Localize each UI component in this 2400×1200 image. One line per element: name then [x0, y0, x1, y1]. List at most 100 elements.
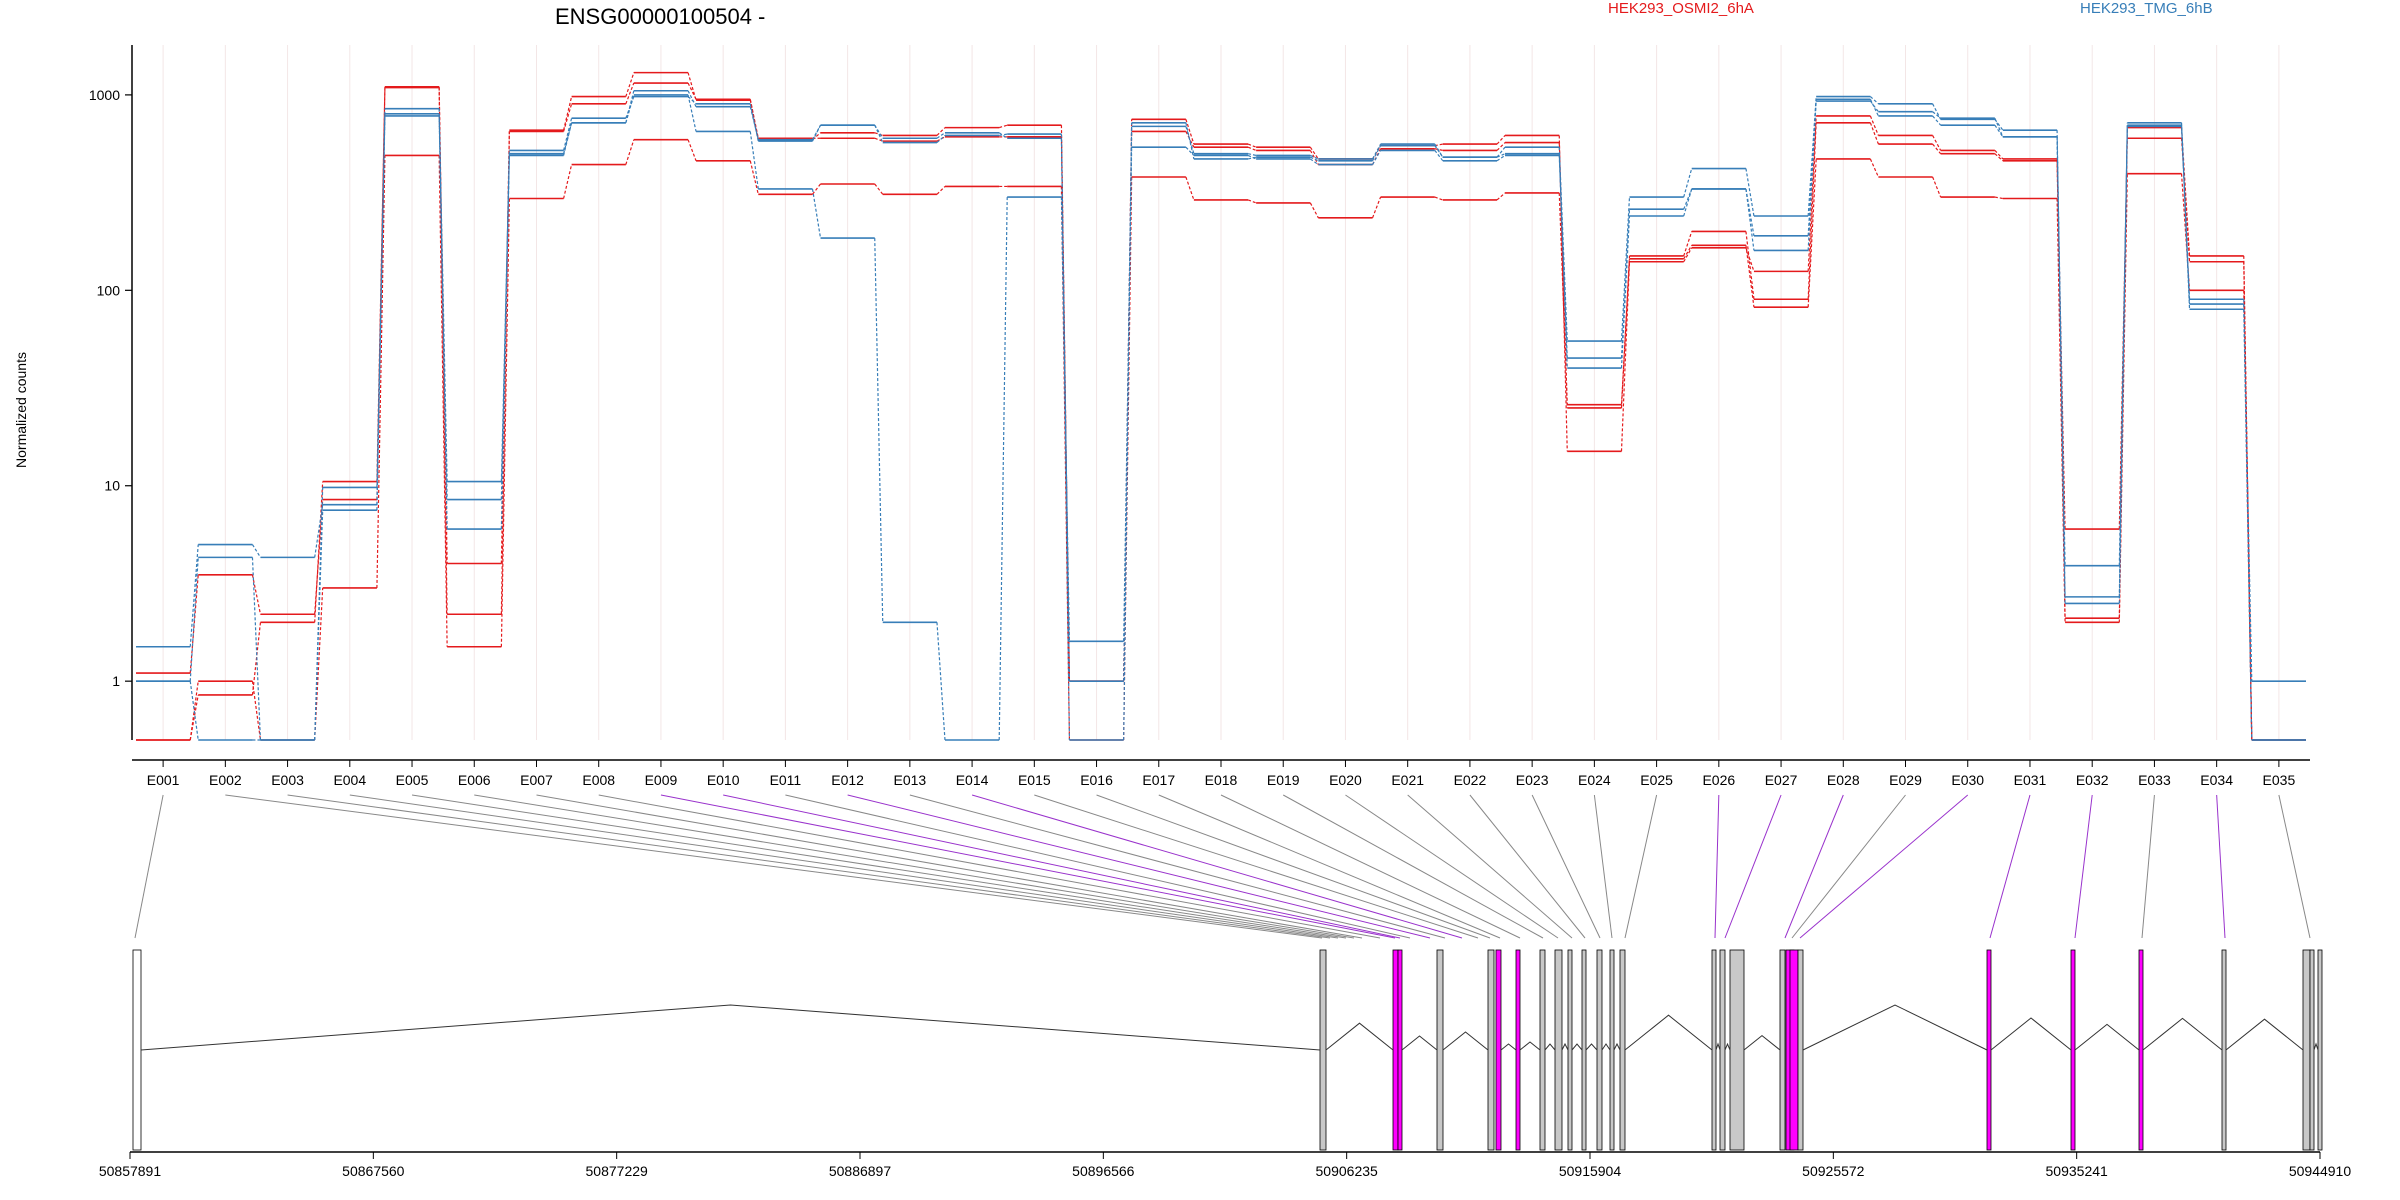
- gridlines: [162, 45, 2280, 740]
- series-connector: [563, 122, 573, 156]
- series-connector: [2180, 125, 2191, 310]
- series-connector: [1932, 103, 1942, 120]
- series-connector: [376, 155, 386, 588]
- series-connector: [251, 557, 262, 741]
- x-tick-label: E031: [2014, 772, 2047, 788]
- intron-line: [1601, 1043, 1611, 1051]
- series-connector: [1496, 135, 1506, 145]
- y-tick-label: 100: [97, 282, 121, 298]
- series-connector: [874, 124, 884, 143]
- exon-connector: [1714, 794, 1720, 939]
- exon-box: [1986, 949, 1992, 1151]
- exon-connector: [474, 794, 1355, 939]
- series-connector: [500, 155, 510, 530]
- series-connector: [1434, 150, 1444, 162]
- series-connector: [1932, 115, 1942, 126]
- series-connector: [1060, 138, 1071, 741]
- series-connector: [1309, 202, 1319, 219]
- series-connector: [1620, 261, 1631, 452]
- x-tick-label: E026: [1702, 772, 1735, 788]
- series-connector: [1185, 146, 1195, 156]
- series-connector: [1620, 215, 1631, 369]
- series-connector: [687, 72, 697, 101]
- exon-box: [1596, 949, 1603, 1151]
- exon-connector: [1469, 794, 1586, 939]
- y-tick-label: 1000: [89, 87, 120, 103]
- series-connector: [1932, 111, 1942, 119]
- series-connector: [1683, 188, 1693, 210]
- series-connector: [1434, 148, 1443, 151]
- x-tick-label: E030: [1951, 772, 1984, 788]
- series-connector: [1994, 196, 2003, 200]
- x-tick-label: E008: [582, 772, 615, 788]
- series-connector: [936, 136, 946, 142]
- series-connector: [2118, 125, 2128, 597]
- gene-model: [132, 949, 2323, 1151]
- x-tick-label: E027: [1765, 772, 1798, 788]
- exon-box: [1581, 949, 1587, 1151]
- series-connector: [2056, 198, 2066, 623]
- x-tick-label: E010: [707, 772, 740, 788]
- intron-line: [1561, 1042, 1569, 1051]
- series-connector: [314, 504, 324, 558]
- series-connector: [874, 124, 884, 139]
- exon-box: [1567, 949, 1573, 1151]
- intron-line: [1715, 1042, 1721, 1051]
- series-connector: [1932, 176, 1942, 198]
- series-connector: [1869, 158, 1879, 178]
- x-tick-label: E012: [831, 772, 864, 788]
- x-tick-label: E035: [2263, 772, 2296, 788]
- x-tick-label: E011: [770, 772, 802, 788]
- genomic-coordinate-axis: 50857891 50867560 50877229 50886897 50896566…: [99, 1151, 2351, 1179]
- exon-connector: [1096, 794, 1491, 939]
- series-connector: [1310, 154, 1319, 160]
- series-connector: [1372, 150, 1382, 165]
- series-connector: [1807, 115, 1817, 272]
- series-connector: [1247, 146, 1257, 151]
- x-tick-label: E033: [2138, 772, 2171, 788]
- x-tick-label: E006: [458, 772, 491, 788]
- series-connector: [812, 183, 821, 195]
- exon-box: [1789, 949, 1799, 1151]
- x-tick-label: E004: [333, 772, 366, 788]
- series-connector: [1247, 199, 1257, 204]
- exon-connector: [847, 794, 1431, 939]
- x-tick-label: E009: [645, 772, 678, 788]
- series-connector: [1372, 145, 1382, 162]
- chart-title: ENSG00000100504 -: [555, 4, 765, 29]
- x-tick-label: E020: [1329, 772, 1362, 788]
- coordinate-tick-label: 50906235: [1316, 1163, 1379, 1179]
- exon-box: [1609, 949, 1615, 1151]
- plot-axes: 1 10 100 1000: [89, 45, 2310, 761]
- exon-box: [2070, 949, 2076, 1151]
- series-connector: [1496, 146, 1506, 158]
- intron-line: [1724, 1042, 1731, 1051]
- series-connector: [1683, 231, 1693, 257]
- series-connector: [1310, 156, 1319, 162]
- exon-box: [1487, 949, 1495, 1151]
- series-connector: [1247, 156, 1257, 160]
- series-connector: [2243, 309, 2253, 741]
- series-connector: [2056, 136, 2066, 597]
- series-connector: [563, 96, 573, 131]
- exon-connector: [1531, 794, 1601, 939]
- intron-line: [1442, 1031, 1489, 1051]
- series-connector: [1185, 131, 1195, 148]
- exon-connector: [349, 794, 1339, 939]
- series-connector: [1932, 135, 1942, 151]
- intron-line: [2313, 1042, 2319, 1051]
- intron-line: [1544, 1043, 1556, 1051]
- series-connector: [999, 124, 1008, 129]
- intron-line: [1500, 1043, 1517, 1051]
- series-connector: [1745, 188, 1755, 236]
- series-connector: [438, 155, 448, 647]
- series-connector: [438, 115, 448, 530]
- series-connector: [749, 131, 759, 190]
- exon-connector: [2278, 794, 2311, 939]
- x-tick-label: E034: [2200, 772, 2233, 788]
- exon-box: [1495, 949, 1502, 1151]
- series-connector: [376, 113, 386, 488]
- series-connector: [687, 139, 697, 162]
- intron-line: [2225, 1018, 2304, 1051]
- series-connector: [376, 115, 386, 511]
